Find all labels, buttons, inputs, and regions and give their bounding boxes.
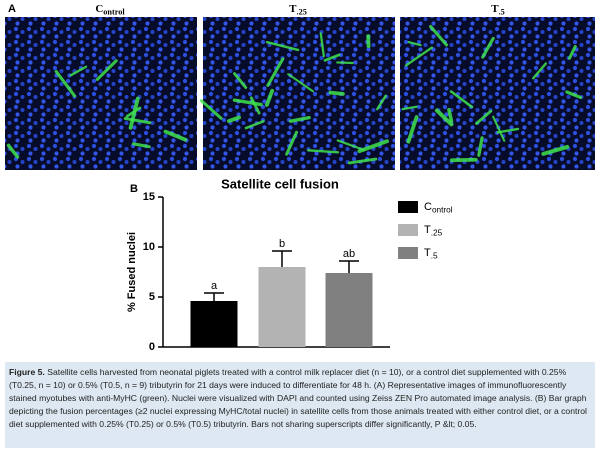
myotube [232, 98, 263, 107]
myotube [447, 107, 454, 123]
nuclei [400, 17, 595, 170]
myotube [532, 62, 548, 80]
figure: A B Satellite cell fusion % Fused nuclei… [5, 3, 595, 353]
myotube [541, 144, 570, 156]
panel-label: B [130, 183, 138, 195]
myotube [449, 90, 474, 109]
myotube [492, 115, 506, 142]
myotube [328, 90, 345, 96]
myotube [404, 46, 434, 67]
myotube [244, 120, 265, 130]
myotube [475, 109, 493, 125]
nuclei [203, 17, 395, 170]
myotube [128, 96, 140, 130]
image-title: T.5 [491, 3, 505, 17]
y-tick-label: 0 [149, 341, 155, 353]
myotube [429, 24, 449, 47]
myotube [264, 88, 275, 107]
image-title: Control [95, 3, 125, 17]
legend-swatch [398, 247, 418, 259]
myotube [69, 65, 88, 77]
myotube [401, 105, 418, 111]
myotube [357, 139, 390, 154]
myotube [233, 72, 248, 90]
y-axis-label: % Fused nuclei [126, 232, 138, 312]
myotube [347, 157, 378, 165]
myotube [249, 96, 261, 115]
caption-text: Satellite cells harvested from neonatal … [9, 367, 587, 429]
myotube [434, 108, 454, 127]
myotube [336, 139, 366, 152]
myotube [307, 149, 340, 154]
myotube [123, 117, 152, 125]
legend-swatch [398, 224, 418, 236]
myotube [477, 136, 484, 157]
myotube [319, 32, 325, 58]
y-tick-label: 5 [149, 291, 155, 303]
nuclei [5, 17, 197, 170]
myotube [288, 115, 311, 123]
bar [325, 273, 373, 347]
myotube [406, 115, 419, 144]
bar [190, 301, 238, 347]
legend-swatch [398, 201, 418, 213]
panel-label: A [8, 3, 16, 15]
myotube [407, 40, 422, 47]
myotube [336, 61, 354, 65]
myotube [568, 45, 577, 60]
legend-label: T.5 [424, 247, 438, 261]
legend-label: Control [424, 201, 453, 215]
y-tick-label: 15 [143, 191, 155, 203]
myotube [266, 57, 285, 87]
significance-letter: b [279, 238, 285, 250]
micrograph-bg [5, 17, 595, 170]
myotube [163, 129, 188, 142]
myotube [323, 53, 341, 62]
myotube [6, 143, 20, 159]
myotube [54, 69, 77, 98]
legend-label: T.25 [424, 224, 443, 238]
y-tick-label: 10 [143, 241, 155, 253]
myotube [131, 142, 151, 149]
caption: Figure 5. Satellite cells harvested from… [5, 362, 595, 448]
myotube [481, 36, 495, 59]
myotube [227, 115, 242, 123]
myotube [265, 40, 300, 52]
myotube [376, 94, 387, 111]
image-title: T.25 [289, 3, 307, 17]
myotube [285, 130, 299, 156]
chart-title: Satellite cell fusion [221, 176, 339, 191]
myotube [287, 73, 314, 93]
myotube [565, 90, 583, 100]
myotube [199, 99, 223, 120]
significance-letter: ab [343, 248, 355, 260]
myotube [95, 59, 118, 82]
significance-letter: a [211, 280, 218, 292]
bar [258, 267, 306, 347]
caption-label: Figure 5. [9, 367, 45, 377]
